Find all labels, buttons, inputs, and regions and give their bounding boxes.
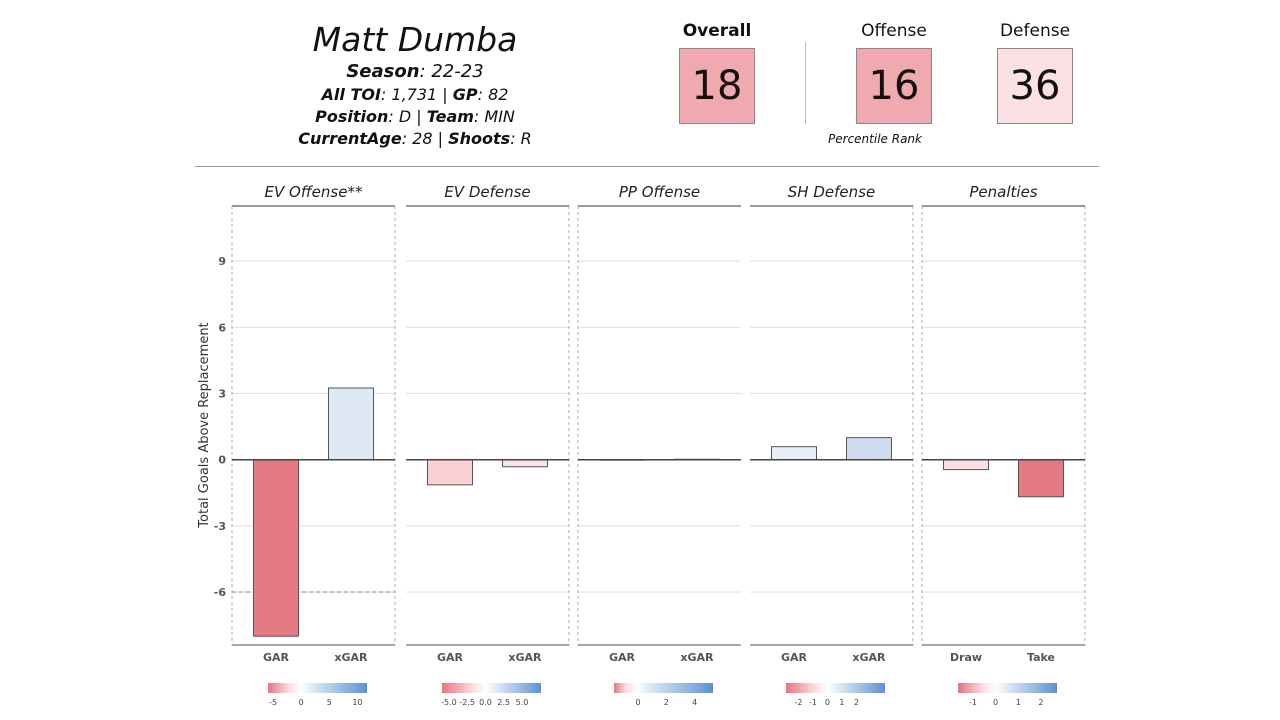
offense-rank: Offense 16 xyxy=(847,20,941,124)
bar-take xyxy=(1017,459,1064,498)
bar-xgar xyxy=(845,437,892,461)
legend-tick-label: 0 xyxy=(635,698,640,707)
rank-divider xyxy=(805,42,806,124)
player-name: Matt Dumba xyxy=(312,20,518,59)
x-tick-label: GAR xyxy=(609,651,636,664)
x-tick-label: xGAR xyxy=(852,651,886,664)
position-value: : D | xyxy=(388,107,427,126)
panel-title: SH Defense xyxy=(788,183,875,201)
defense-label: Defense xyxy=(999,21,1071,41)
x-tick-label: xGAR xyxy=(334,651,368,664)
y-tick-label: 6 xyxy=(218,321,226,334)
color-legend-bar xyxy=(958,683,1057,693)
bar-gar xyxy=(771,446,818,461)
x-tick-label: xGAR xyxy=(508,651,542,664)
legend-tick-label: 2.5 xyxy=(497,698,510,707)
legend-tick-label: -1 xyxy=(809,698,817,707)
header-divider xyxy=(195,166,1099,167)
bar-xgar xyxy=(327,387,374,461)
age-value: : 28 | xyxy=(401,129,449,148)
defense-rank: Defense 36 xyxy=(988,20,1082,124)
bar-draw xyxy=(943,459,990,471)
bar-gar xyxy=(253,459,300,637)
overall-label: Overall xyxy=(682,21,752,41)
x-tick-label: GAR xyxy=(781,651,808,664)
legend-tick-label: -2 xyxy=(794,698,802,707)
panel-title: EV Defense xyxy=(444,183,530,201)
overall-value: 18 xyxy=(679,48,755,124)
season-label: Season xyxy=(346,61,420,82)
y-axis-label: Total Goals Above Replacement xyxy=(197,322,212,528)
legend-tick-label: 5 xyxy=(327,698,332,707)
color-legend-bar xyxy=(786,683,885,693)
legend-tick-label: 1 xyxy=(839,698,844,707)
color-legend-bar xyxy=(442,683,541,693)
toi-line: All TOI: 1,731 | GP: 82 xyxy=(280,84,550,106)
position-line: Position: D | Team: MIN xyxy=(280,106,550,128)
y-tick-label: -6 xyxy=(214,586,227,599)
legend-tick-label: 2 xyxy=(664,698,669,707)
y-tick-label: 9 xyxy=(218,255,226,268)
y-tick-label: 3 xyxy=(218,388,226,401)
bar-xgar xyxy=(501,459,548,468)
overall-rank: Overall 18 xyxy=(670,20,764,124)
position-label: Position xyxy=(315,107,389,126)
legend-tick-label: 2 xyxy=(1038,698,1043,707)
color-legend-bar xyxy=(614,683,713,693)
age-line: CurrentAge: 28 | Shoots: R xyxy=(280,128,550,150)
player-header: Matt Dumba Season: 22-23 All TOI: 1,731 … xyxy=(280,20,550,150)
legend-tick-label: -5.0 xyxy=(441,698,457,707)
legend-tick-label: 0.0 xyxy=(479,698,492,707)
panel-title: EV Offense** xyxy=(265,183,363,201)
y-tick-label: 0 xyxy=(218,454,226,467)
percentile-caption: Percentile Rank xyxy=(828,132,922,146)
bar-gar xyxy=(427,459,474,486)
legend-tick-label: 0 xyxy=(299,698,304,707)
legend-tick-label: 5.0 xyxy=(516,698,529,707)
offense-label: Offense xyxy=(861,21,927,41)
legend-tick-label: 4 xyxy=(692,698,697,707)
color-legend-bar xyxy=(268,683,367,693)
legend-tick-label: 0 xyxy=(993,698,998,707)
legend-tick-label: 1 xyxy=(1016,698,1021,707)
gp-label: GP xyxy=(452,85,478,104)
x-tick-label: GAR xyxy=(263,651,290,664)
toi-value: : 1,731 | xyxy=(380,85,453,104)
x-tick-label: xGAR xyxy=(680,651,714,664)
legend-tick-label: 0 xyxy=(825,698,830,707)
season-line: Season: 22-23 xyxy=(280,60,550,84)
season-value: : 22-23 xyxy=(419,61,484,82)
age-label: CurrentAge xyxy=(298,129,402,148)
team-label: Team xyxy=(426,107,474,126)
offense-value: 16 xyxy=(856,48,932,124)
legend-tick-label: -5 xyxy=(269,698,277,707)
panel-title: Penalties xyxy=(969,183,1037,201)
gp-value: : 82 xyxy=(477,85,509,104)
legend-tick-label: -1 xyxy=(969,698,977,707)
x-tick-label: Draw xyxy=(950,651,982,664)
defense-value: 36 xyxy=(997,48,1073,124)
y-tick-label: -3 xyxy=(214,520,226,533)
shoots-label: Shoots xyxy=(448,129,511,148)
shoots-value: : R xyxy=(510,129,532,148)
toi-label: All TOI xyxy=(321,85,381,104)
legend-tick-label: 10 xyxy=(352,698,362,707)
x-tick-label: GAR xyxy=(437,651,464,664)
panel-title: PP Offense xyxy=(619,183,700,201)
team-value: : MIN xyxy=(473,107,515,126)
legend-tick-label: 2 xyxy=(854,698,859,707)
x-tick-label: Take xyxy=(1027,651,1055,664)
legend-tick-label: -2.5 xyxy=(459,698,475,707)
